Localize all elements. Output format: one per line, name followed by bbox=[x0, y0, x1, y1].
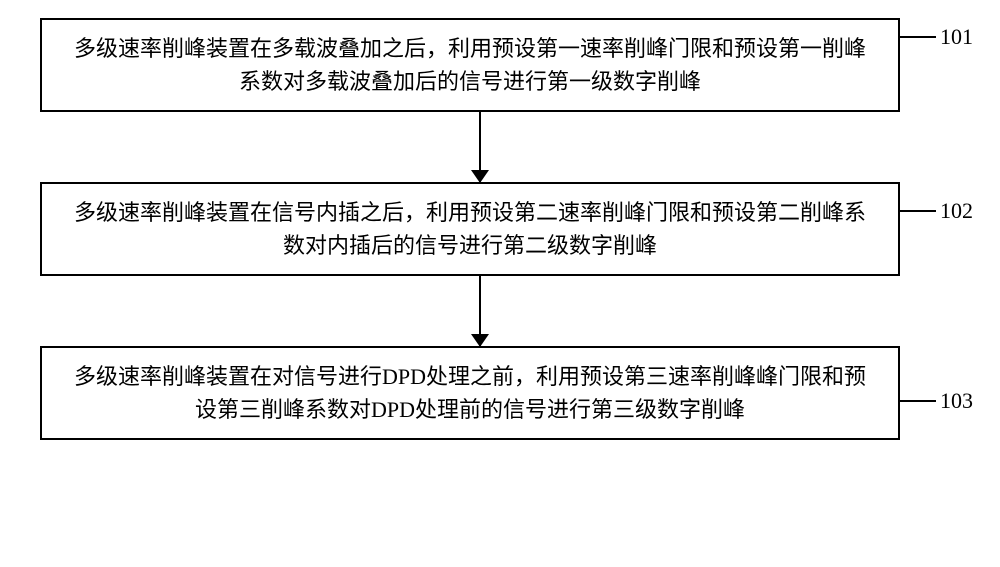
flow-step-101: 多级速率削峰装置在多载波叠加之后，利用预设第一速率削峰门限和预设第一削峰系数对多… bbox=[40, 18, 900, 112]
flow-step-103: 多级速率削峰装置在对信号进行DPD处理之前，利用预设第三速率削峰峰门限和预设第三… bbox=[40, 346, 900, 440]
flow-step-101-text: 多级速率削峰装置在多载波叠加之后，利用预设第一速率削峰门限和预设第一削峰系数对多… bbox=[66, 32, 874, 98]
step-label-103: 103 bbox=[940, 388, 973, 414]
flow-step-102-text: 多级速率削峰装置在信号内插之后，利用预设第二速率削峰门限和预设第二削峰系数对内插… bbox=[66, 196, 874, 262]
leader-line-icon bbox=[900, 400, 936, 402]
step-label-103-text: 103 bbox=[940, 388, 973, 413]
leader-line-icon bbox=[900, 36, 936, 38]
flow-arrow-2 bbox=[479, 276, 481, 346]
leader-line-icon bbox=[900, 210, 936, 212]
flow-step-102: 多级速率削峰装置在信号内插之后，利用预设第二速率削峰门限和预设第二削峰系数对内插… bbox=[40, 182, 900, 276]
flow-arrow-1 bbox=[479, 112, 481, 182]
step-label-102: 102 bbox=[940, 198, 973, 224]
flow-step-103-text: 多级速率削峰装置在对信号进行DPD处理之前，利用预设第三速率削峰峰门限和预设第三… bbox=[66, 360, 874, 426]
step-label-101: 101 bbox=[940, 24, 973, 50]
flowchart-container: 多级速率削峰装置在多载波叠加之后，利用预设第一速率削峰门限和预设第一削峰系数对多… bbox=[40, 18, 920, 440]
step-label-101-text: 101 bbox=[940, 24, 973, 49]
step-label-102-text: 102 bbox=[940, 198, 973, 223]
